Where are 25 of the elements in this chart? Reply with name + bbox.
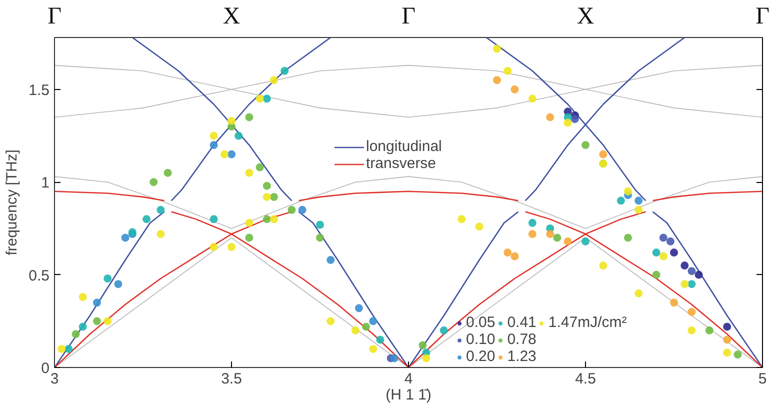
legend-label: transverse xyxy=(366,155,436,172)
legend-label: 1.47mJ/cm² xyxy=(548,314,627,331)
x-tick-label: 3 xyxy=(50,370,59,388)
y-axis-title: frequency [THz] xyxy=(4,150,21,256)
x-tick-label: 5 xyxy=(758,370,767,388)
text: X xyxy=(576,4,594,30)
y-tick-label: 1.5 xyxy=(28,82,50,99)
legend-label: 0.20 xyxy=(466,348,496,365)
legend-label: 1.23 xyxy=(507,348,536,365)
y-tick-label: 0 xyxy=(41,360,50,377)
x-tick-label: 3.5 xyxy=(221,370,242,388)
y-tick-label: 1 xyxy=(41,174,50,192)
legend-label: 0.41 xyxy=(507,314,536,331)
x-tick-label: 4.5 xyxy=(575,370,596,388)
y-tick-label: 0.5 xyxy=(28,267,50,284)
legend-label: 0.10 xyxy=(466,331,496,348)
x-tick-label: 4 xyxy=(404,370,413,388)
text: Γ xyxy=(402,4,416,30)
text: Γ xyxy=(48,4,62,30)
legend-label: 0.05 xyxy=(466,314,496,331)
text: X xyxy=(222,4,240,30)
legend-label: longitudinal xyxy=(366,138,442,155)
legend-label: 0.78 xyxy=(507,331,536,348)
x-axis-title: (H 1 1̄) xyxy=(386,386,432,404)
text: Γ xyxy=(756,4,770,30)
